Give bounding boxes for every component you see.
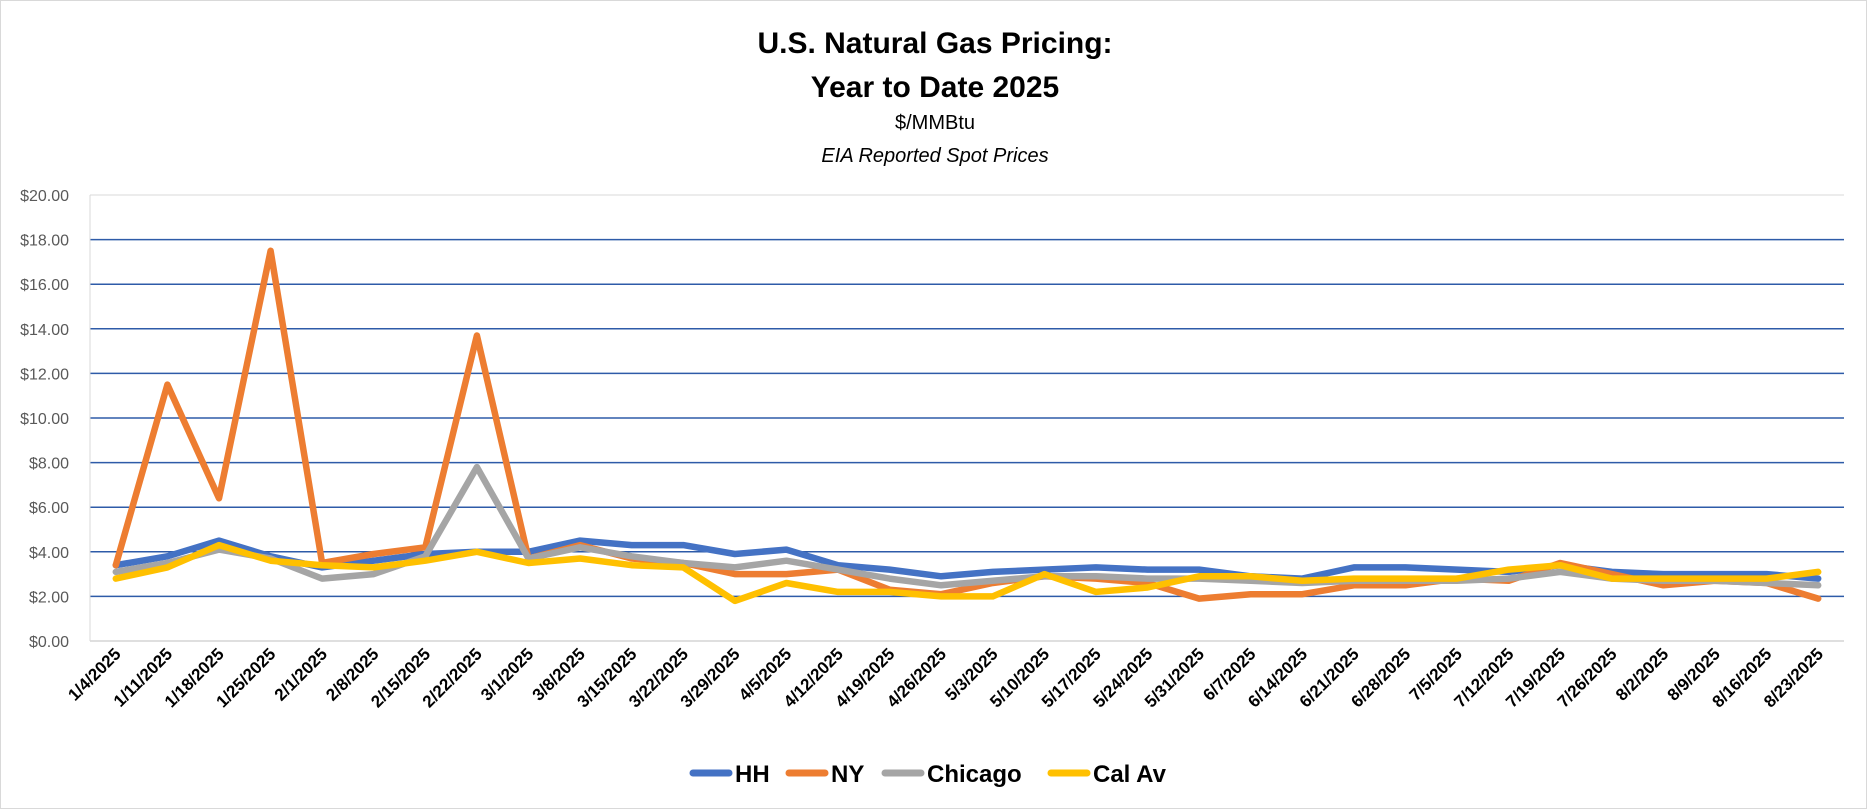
legend-label: NY (831, 761, 864, 788)
x-tick-label: 2/1/2025 (271, 644, 331, 704)
y-tick-label: $12.00 (20, 366, 69, 383)
y-tick-label: $20.00 (20, 188, 69, 205)
x-tick-label: 8/2/2025 (1612, 644, 1672, 704)
chart-subtitle2: EIA Reported Spot Prices (821, 145, 1048, 167)
series-line-cal-av (112, 541, 1822, 605)
legend-label: Cal Av (1093, 761, 1167, 788)
legend-label: HH (735, 761, 770, 788)
y-tick-label: $16.00 (20, 277, 69, 294)
y-tick-label: $8.00 (29, 456, 69, 473)
y-tick-label: $14.00 (20, 322, 69, 339)
y-tick-label: $4.00 (29, 545, 69, 562)
chart-title-line2: Year to Date 2025 (811, 71, 1059, 104)
y-tick-label: $0.00 (29, 634, 69, 651)
x-axis: 1/4/20251/11/20251/18/20251/25/20252/1/2… (64, 644, 1827, 711)
y-tick-label: $10.00 (20, 411, 69, 428)
y-axis: $0.00 $2.00 $4.00 $6.00 $8.00 $10.00 $12.00 $14… (20, 188, 69, 651)
legend-label: Chicago (927, 761, 1022, 788)
chart-subtitle: $/MMBtu (895, 112, 975, 134)
series-line-ny (112, 247, 1822, 602)
y-tick-label: $18.00 (20, 233, 69, 250)
series-layer (112, 247, 1822, 605)
legend: HH NY Chicago Cal Av (689, 761, 1167, 788)
y-tick-label: $2.00 (29, 589, 69, 606)
chart-title: U.S. Natural Gas Pricing: (757, 27, 1112, 60)
y-tick-label: $6.00 (29, 500, 69, 517)
x-tick-label: 3/1/2025 (477, 644, 537, 704)
